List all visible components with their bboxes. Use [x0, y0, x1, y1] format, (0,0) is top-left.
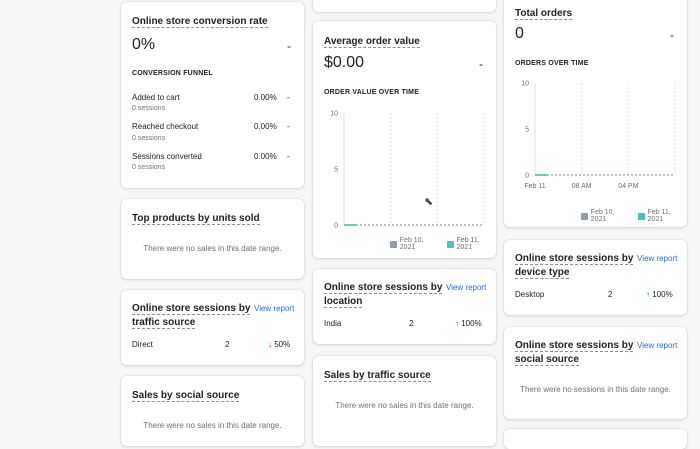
legend-label-previous: Feb 10, 2021: [590, 209, 615, 223]
legend-label-current: Feb 11, 2021: [647, 209, 671, 223]
aov-card: Average order value $0.00 - ORDER VALUE …: [313, 21, 496, 258]
device-sessions-card: Online store sessions by device type View…: [504, 240, 687, 315]
y-tick-label: 10: [521, 81, 529, 88]
social-sales-title[interactable]: Sales by social source: [132, 390, 240, 402]
social-sessions-card: Online store sessions by social source Vi…: [504, 327, 687, 419]
device-row-label: Desktop: [515, 290, 545, 299]
orders-chart-label: ORDERS OVER TIME: [515, 60, 589, 67]
funnel-row-percent: 0.00%: [254, 93, 277, 102]
top-products-title[interactable]: Top products by units sold: [132, 213, 260, 225]
traffic-sales-empty: There were no sales in this date range.: [335, 401, 474, 410]
traffic-row-count: 2: [225, 340, 230, 349]
top-products-card: Top products by units sold There were no…: [121, 199, 304, 279]
orders-card: Total orders 0 - ORDERS OVER TIME 0 5 10 Fe…: [504, 0, 687, 227]
traffic-row-change: ↓ 50%: [268, 340, 291, 349]
mouse-pointer-icon: ⬉: [424, 196, 434, 208]
conversion-rate-value: 0%: [132, 36, 156, 53]
orders-legend: Feb 10, 2021 Feb 11, 2021: [581, 209, 687, 223]
location-sessions-view-report[interactable]: View report: [446, 283, 487, 292]
location-row-label: India: [324, 319, 342, 328]
traffic-sessions-title[interactable]: Online store sessions by traffic source: [132, 303, 251, 329]
y-tick-label: 10: [330, 111, 338, 118]
funnel-row-sessions: 0 sessions: [132, 105, 166, 112]
y-tick-label: 5: [525, 127, 529, 134]
location-sessions-title[interactable]: Online store sessions by location: [324, 282, 443, 308]
location-row-count: 2: [409, 319, 414, 328]
device-row-change: ↑ 100%: [646, 290, 673, 299]
orders-change: -: [670, 28, 674, 42]
social-sessions-title[interactable]: Online store sessions by social source: [515, 340, 634, 366]
arrow-down-icon: ↓: [268, 340, 272, 349]
arrow-up-icon: ↑: [455, 319, 459, 328]
social-sessions-view-report[interactable]: View report: [637, 341, 678, 350]
social-sales-empty: There were no sales in this date range.: [143, 421, 282, 430]
arrow-up-icon: ↑: [646, 290, 650, 299]
x-tick-label: Feb 11: [524, 183, 545, 190]
legend-swatch-previous: [581, 212, 588, 220]
orders-title[interactable]: Total orders: [515, 8, 573, 20]
traffic-sessions-view-report[interactable]: View report: [254, 304, 295, 313]
aov-chart-label: ORDER VALUE OVER TIME: [324, 89, 420, 96]
top-partial-card: [313, 0, 496, 12]
orders-chart: 0 5 10 Feb 11 08 AM 04 PM: [521, 81, 676, 190]
orders-value: 0: [515, 25, 524, 42]
x-tick-label: 08 AM: [572, 183, 592, 190]
traffic-sales-title[interactable]: Sales by traffic source: [324, 370, 431, 382]
y-tick-label: 0: [334, 223, 338, 230]
aov-change: -: [479, 57, 483, 71]
conversion-funnel-label: CONVERSION FUNNEL: [132, 70, 213, 77]
bottom-partial-card: [504, 429, 687, 449]
conversion-rate-change: -: [287, 39, 291, 53]
funnel-row-label: Added to cart: [132, 93, 180, 102]
funnel-row-label: Sessions converted: [132, 152, 202, 161]
location-sessions-card: Online store sessions by location View re…: [313, 269, 496, 344]
funnel-row-change: -: [287, 93, 290, 102]
funnel-row-percent: 0.00%: [254, 152, 277, 161]
conversion-rate-title[interactable]: Online store conversion rate: [132, 16, 268, 28]
traffic-sessions-card: Online store sessions by traffic source V…: [121, 290, 304, 365]
funnel-row-sessions: 0 sessions: [132, 135, 166, 142]
top-products-empty: There were no sales in this date range.: [143, 244, 282, 253]
device-sessions-title[interactable]: Online store sessions by device type: [515, 253, 634, 279]
legend-swatch-previous: [390, 240, 397, 248]
x-tick-label: 04 PM: [618, 183, 638, 190]
funnel-row-change: -: [287, 152, 290, 161]
legend-label-current: Feb 11, 2021: [456, 237, 480, 251]
legend-swatch-current: [446, 240, 454, 248]
conversion-rate-card: Online store conversion rate 0% - CONVER…: [121, 2, 304, 188]
funnel-row-change: -: [287, 122, 290, 131]
aov-value: $0.00: [324, 54, 365, 71]
legend-label-previous: Feb 10, 2021: [399, 237, 424, 251]
traffic-sales-card: Sales by traffic source There were no sa…: [313, 356, 496, 446]
legend-swatch-current: [637, 212, 645, 220]
funnel-row-label: Reached checkout: [132, 122, 199, 131]
traffic-row-label: Direct: [132, 340, 153, 349]
funnel-row-sessions: 0 sessions: [132, 164, 166, 171]
social-sessions-empty: There were no sessions in this date rang…: [520, 385, 671, 394]
y-tick-label: 0: [525, 173, 529, 180]
aov-title[interactable]: Average order value: [324, 36, 420, 48]
aov-legend: Feb 10, 2021 Feb 11, 2021: [390, 237, 496, 251]
funnel-row-percent: 0.00%: [254, 122, 277, 131]
device-sessions-view-report[interactable]: View report: [637, 254, 678, 263]
device-row-count: 2: [608, 290, 613, 299]
y-tick-label: 5: [334, 167, 338, 174]
social-sales-card: Sales by social source There were no sal…: [121, 376, 304, 446]
location-row-change: ↑ 100%: [455, 319, 482, 328]
